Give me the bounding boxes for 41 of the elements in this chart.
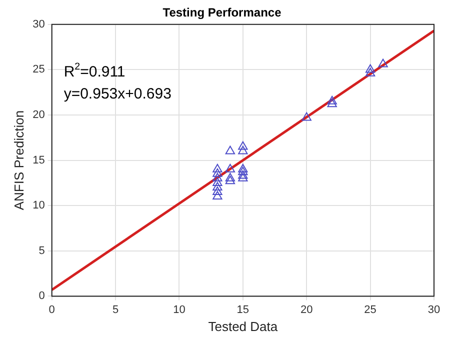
y-axis-title: ANFIS Prediction xyxy=(11,110,26,210)
x-axis-title: Tested Data xyxy=(208,318,278,334)
point xyxy=(365,68,376,76)
point xyxy=(225,172,236,182)
point xyxy=(238,172,248,182)
y-tick-label: 30 xyxy=(32,18,45,30)
point xyxy=(212,164,222,172)
point xyxy=(327,96,337,104)
point xyxy=(212,177,222,186)
x-tick-label: 15 xyxy=(236,304,250,316)
y-tick-label: 0 xyxy=(38,290,45,302)
point xyxy=(378,58,388,68)
point xyxy=(212,191,222,200)
point xyxy=(238,166,248,176)
point xyxy=(212,172,222,182)
x-tick-label: 5 xyxy=(112,304,119,316)
y-tick-label: 25 xyxy=(32,64,45,76)
point xyxy=(238,164,248,172)
point xyxy=(225,164,236,172)
point xyxy=(225,176,236,184)
point xyxy=(225,146,236,154)
x-tick-label: 30 xyxy=(428,304,440,316)
x-tick-label: 25 xyxy=(364,304,376,316)
y-tick-label: 15 xyxy=(32,154,45,166)
point xyxy=(212,182,222,190)
point xyxy=(238,141,248,150)
point xyxy=(327,98,337,108)
point xyxy=(238,146,248,154)
point xyxy=(365,64,376,73)
y-tick-label: 10 xyxy=(32,200,45,212)
annotation: y=0.953x+0.693 xyxy=(64,85,172,102)
y-tick-label: 5 xyxy=(38,244,45,257)
y-tick-label: 20 xyxy=(32,109,45,122)
x-tick-label: 0 xyxy=(48,304,55,316)
x-tick-label: 10 xyxy=(173,304,186,316)
point xyxy=(212,168,222,177)
point xyxy=(212,186,222,196)
chart-title: Testing Performance xyxy=(162,6,282,20)
point xyxy=(238,170,248,179)
x-tick-label: 20 xyxy=(300,304,313,316)
point xyxy=(302,112,312,121)
